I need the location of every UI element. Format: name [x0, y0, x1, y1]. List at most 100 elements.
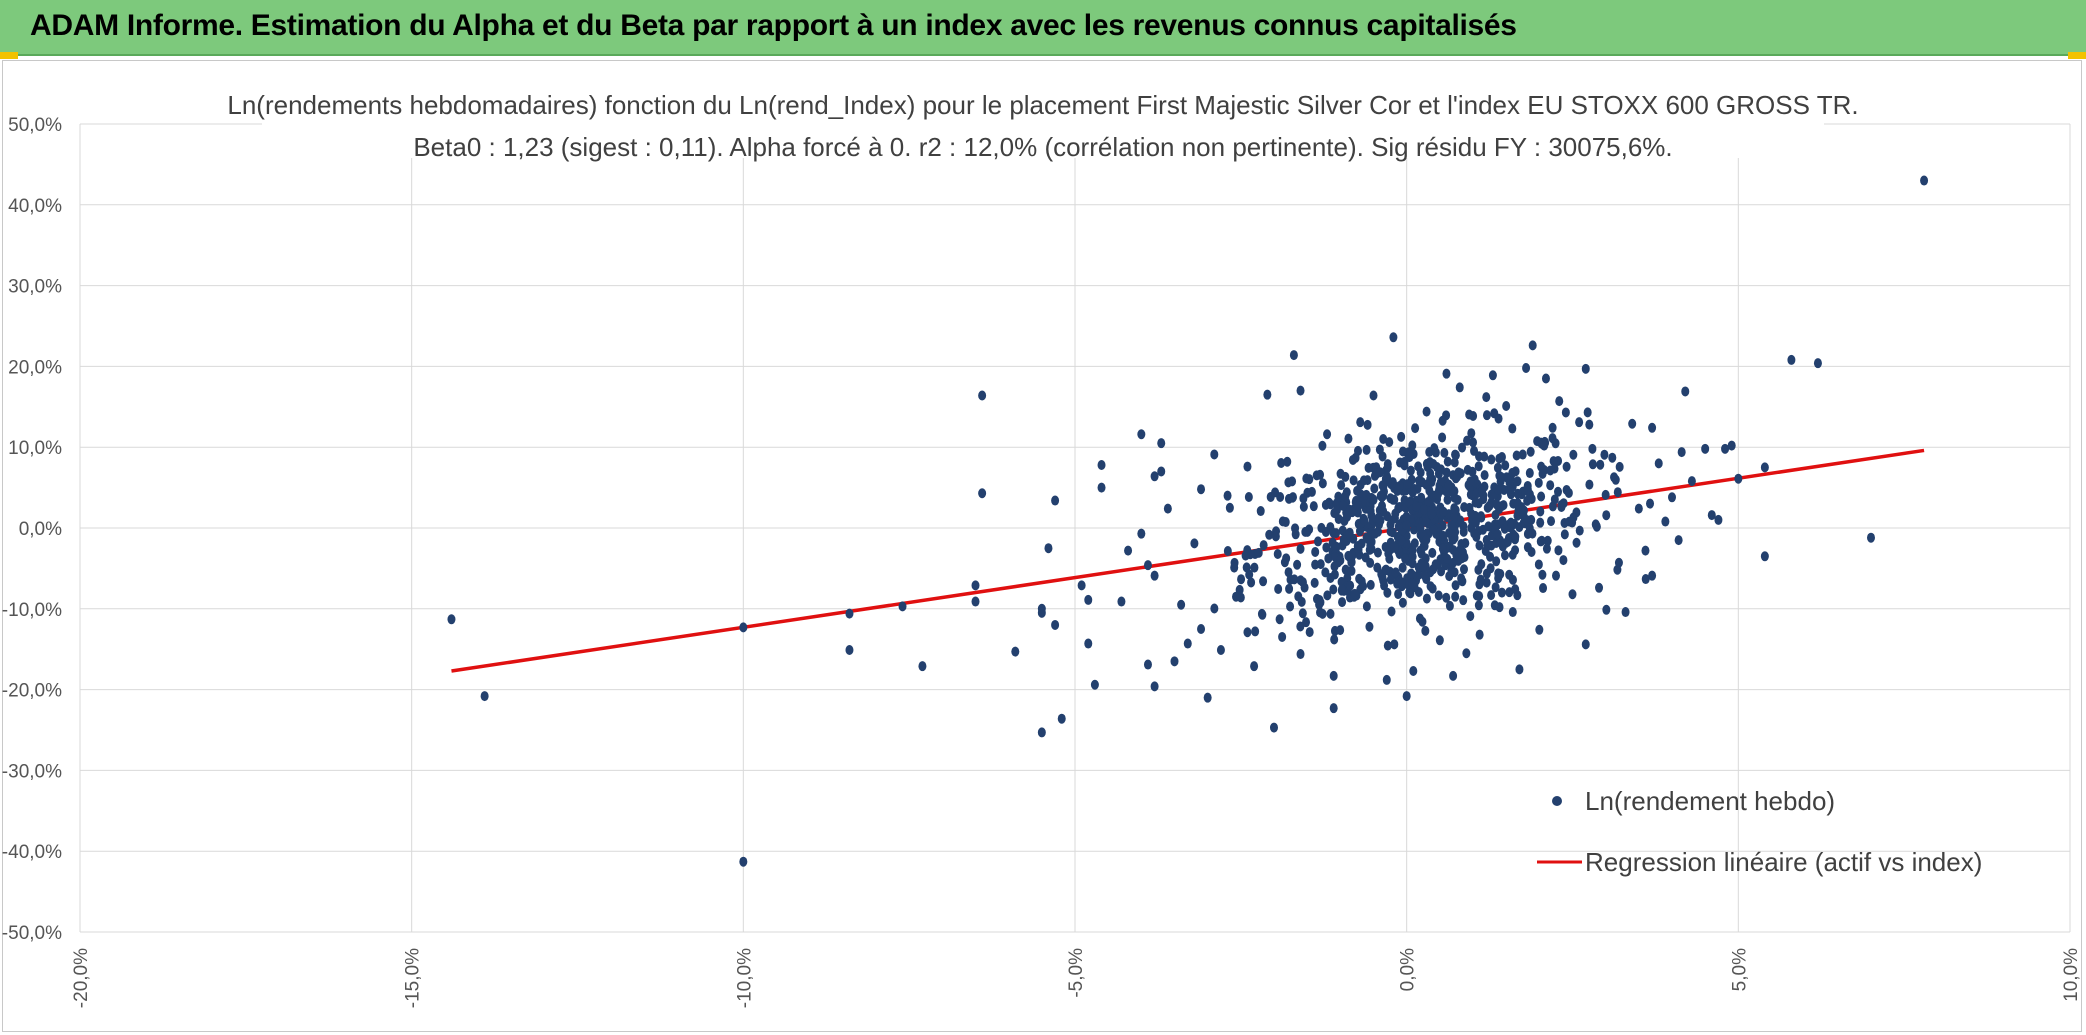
scatter-point	[1614, 557, 1623, 568]
scatter-point	[1613, 487, 1622, 498]
scatter-point	[1375, 444, 1384, 455]
scatter-point	[1422, 406, 1431, 417]
scatter-point	[1316, 597, 1325, 608]
scatter-point	[1090, 679, 1099, 690]
scatter-point	[1284, 567, 1293, 578]
scatter-point	[1364, 462, 1373, 473]
scatter-point	[1329, 584, 1338, 595]
scatter-point	[971, 580, 980, 591]
scatter-point	[1373, 547, 1382, 558]
scatter-point	[1482, 535, 1491, 546]
scatter-point	[1435, 484, 1444, 495]
scatter-point	[1634, 503, 1643, 514]
scatter-point	[898, 601, 907, 612]
scatter-point	[1408, 487, 1417, 498]
scatter-point	[1554, 486, 1563, 497]
y-tick-label: 50,0%	[8, 115, 62, 136]
scatter-point	[1359, 581, 1368, 592]
scatter-point	[1157, 438, 1166, 449]
scatter-point	[1525, 523, 1534, 534]
scatter-point	[1397, 535, 1406, 546]
scatter-point	[1402, 691, 1411, 702]
scatter-point	[1503, 536, 1512, 547]
scatter-point	[1365, 621, 1374, 632]
scatter-point	[1284, 477, 1293, 488]
scatter-point	[1274, 583, 1283, 594]
corner-marker-left	[0, 52, 18, 59]
scatter-point	[1296, 621, 1305, 632]
scatter-point	[1350, 588, 1359, 599]
scatter-point	[1408, 577, 1417, 588]
scatter-point	[1366, 506, 1375, 517]
scatter-point	[1273, 549, 1282, 560]
scatter-point	[1210, 603, 1219, 614]
scatter-point	[1500, 523, 1509, 534]
scatter-point	[1338, 500, 1347, 511]
scatter-point	[1668, 492, 1676, 503]
legend-label-line: Regression linéaire (actif vs index)	[1585, 847, 1982, 877]
y-tick-label: 30,0%	[8, 277, 62, 298]
scatter-point	[1506, 522, 1515, 533]
scatter-point	[1447, 565, 1456, 576]
x-tick-label: -15,0%	[403, 948, 424, 1008]
scatter-point	[1415, 613, 1424, 624]
header-banner: ADAM Informe. Estimation du Alpha et du …	[0, 0, 2086, 56]
scatter-point	[1674, 535, 1683, 546]
scatter-point	[1585, 419, 1594, 430]
legend-marker-points	[1552, 796, 1562, 806]
scatter-point	[1336, 625, 1345, 636]
scatter-point	[1568, 589, 1577, 600]
scatter-point	[1537, 491, 1546, 502]
scatter-point	[1257, 608, 1266, 619]
scatter-point	[1505, 587, 1514, 598]
scatter-point	[1124, 545, 1133, 556]
scatter-point	[1568, 517, 1577, 528]
scatter-point	[1251, 626, 1260, 637]
scatter-point	[1721, 443, 1730, 454]
scatter-point	[1378, 480, 1387, 491]
x-tick-label: -10,0%	[734, 948, 755, 1008]
scatter-point	[1467, 428, 1476, 439]
scatter-point	[739, 622, 748, 633]
scatter-point	[1559, 555, 1568, 566]
scatter-point	[1445, 600, 1454, 611]
scatter-point	[1286, 601, 1295, 612]
scatter-point	[1296, 385, 1305, 396]
scatter-point	[1526, 446, 1535, 457]
scatter-point	[1216, 645, 1225, 656]
scatter-point	[1550, 463, 1559, 474]
scatter-point	[1341, 491, 1350, 502]
scatter-point	[1283, 456, 1292, 467]
scatter-point	[1296, 543, 1305, 554]
scatter-point	[1406, 588, 1415, 599]
scatter-point	[1362, 444, 1371, 455]
scatter-point	[1508, 607, 1517, 618]
scatter-point	[1407, 568, 1416, 579]
scatter-point	[1117, 596, 1126, 607]
scatter-point	[1734, 473, 1743, 484]
scatter-point	[1541, 373, 1550, 384]
scatter-point	[1435, 635, 1444, 646]
scatter-point	[1478, 485, 1487, 496]
scatter-point	[1150, 570, 1159, 581]
scatter-point	[1243, 545, 1252, 556]
scatter-point	[1410, 538, 1419, 549]
scatter-point	[1348, 454, 1357, 465]
scatter-point	[1383, 640, 1392, 651]
scatter-point	[1177, 599, 1186, 610]
scatter-point	[1438, 432, 1447, 443]
scatter-point	[1508, 423, 1517, 434]
scatter-point	[1486, 563, 1495, 574]
scatter-point	[1562, 461, 1571, 472]
scatter-point	[978, 390, 987, 401]
scatter-point	[1491, 582, 1500, 593]
scatter-point	[1150, 681, 1159, 692]
scatter-point	[1419, 561, 1428, 572]
scatter-point	[1355, 549, 1364, 560]
scatter-point	[1497, 587, 1506, 598]
scatter-point	[1621, 607, 1630, 618]
y-tick-label: 10,0%	[8, 438, 62, 459]
scatter-point	[1714, 514, 1723, 525]
scatter-point	[1037, 727, 1046, 738]
